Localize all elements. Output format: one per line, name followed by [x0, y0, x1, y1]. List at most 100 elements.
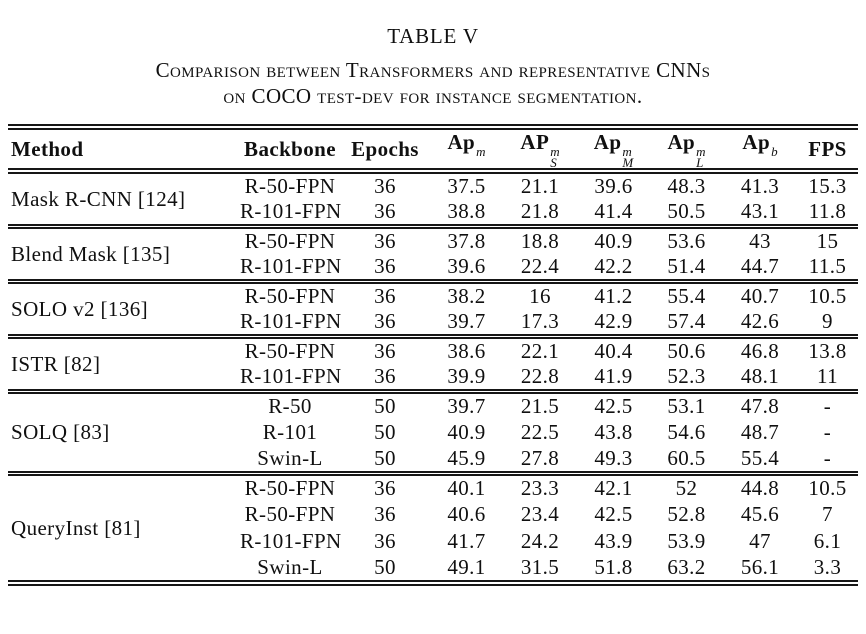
- header-row: Method Backbone Epochs Ap m AP m S Ap m M Ap m L Ap b FP…: [8, 127, 858, 174]
- ap-b-cell: 43.1: [740, 199, 780, 223]
- method-cell: SOLO v2 [136]: [8, 279, 240, 337]
- method-cell: QueryInst [81]: [8, 471, 240, 583]
- ap-m-l-cell: 52.8: [667, 502, 706, 526]
- backbone-cell: R-50-FPN: [240, 224, 340, 254]
- method-cell: ISTR [82]: [8, 334, 240, 392]
- table-row: Swin-L 50 45.9 27.8 49.3 60.5 55.4 -: [8, 446, 858, 474]
- epochs-cell: 36: [340, 224, 430, 254]
- ap-m-m-cell: 39.6: [594, 174, 633, 198]
- ap-m-s-cell: 21.1: [520, 174, 560, 198]
- header-sub: M: [622, 155, 634, 170]
- ap-m-s-cell: 22.4: [520, 254, 560, 278]
- col-header-ap-m: Ap m: [430, 127, 503, 174]
- ap-m-m-cell: 41.4: [594, 199, 633, 223]
- fps-cell: 3.3: [813, 555, 842, 579]
- header-base: Ap: [447, 130, 476, 154]
- header-base: Ap: [593, 130, 622, 154]
- backbone-cell: R-101-FPN: [240, 254, 342, 278]
- ap-m-l-cell: 48.3: [667, 174, 706, 198]
- backbone-cell: Swin-L: [257, 555, 323, 579]
- ap-b-cell: 47.8: [723, 389, 797, 419]
- epochs-cell: 36: [374, 254, 396, 278]
- epochs-cell: 50: [340, 389, 430, 419]
- ap-m-l-cell: 54.6: [667, 420, 706, 444]
- ap-m-m-cell: 42.5: [577, 389, 650, 419]
- col-header-ap-m-l: Ap m L: [650, 127, 723, 174]
- header-sup: m: [550, 144, 560, 159]
- epochs-cell: 36: [340, 279, 430, 309]
- ap-b-cell: 44.7: [740, 254, 780, 278]
- col-header-ap-b: Ap b: [723, 127, 797, 174]
- table-row: ISTR [82] R-50-FPN 36 38.6 22.1 40.4 50.6 46.8 1…: [8, 334, 858, 392]
- table-row: QueryInst [81] R-50-FPN 36 40.1 23.3 42.1 52 44…: [8, 471, 858, 583]
- epochs-cell: 36: [374, 364, 396, 388]
- table-caption-line1: Comparison between Transformers and repr…: [155, 58, 711, 82]
- col-header-ap-m-m: Ap m M: [577, 127, 650, 174]
- col-header-ap-m-s: AP m S: [503, 127, 577, 174]
- backbone-cell: R-50-FPN: [240, 279, 340, 309]
- backbone-cell: R-50-FPN: [244, 174, 336, 198]
- ap-b-cell: 40.7: [723, 279, 797, 309]
- ap-m-cell: 37.5: [447, 174, 486, 198]
- col-header-backbone: Backbone: [240, 127, 340, 174]
- fps-cell: 15: [797, 224, 858, 254]
- ap-m-cell: 39.7: [447, 309, 486, 333]
- epochs-cell: 36: [340, 334, 430, 364]
- ap-m-cell: 39.6: [447, 254, 486, 278]
- ap-m-m-cell: 43.8: [594, 420, 633, 444]
- method-cell: SOLQ [83]: [8, 389, 240, 474]
- ap-b-cell: 41.3: [740, 174, 780, 198]
- header-supsub: m: [476, 144, 486, 168]
- table-row: R-50-FPN 36 40.6 23.4 42.5 52.8 45.6 7: [8, 501, 858, 528]
- ap-b-cell: 48.1: [740, 364, 780, 388]
- backbone-cell: R-101: [262, 420, 318, 444]
- fps-cell: -: [797, 389, 858, 419]
- header-supsub: b: [771, 144, 778, 168]
- ap-b-cell: 44.8: [723, 471, 797, 501]
- ap-b-cell: 56.1: [740, 555, 780, 579]
- fps-cell: 11.8: [808, 199, 847, 223]
- ap-m-m-cell: 43.9: [594, 529, 633, 553]
- epochs-cell: 50: [374, 446, 396, 470]
- ap-b-cell: 46.8: [723, 334, 797, 364]
- ap-m-cell: 40.9: [447, 420, 486, 444]
- fps-cell: -: [823, 446, 832, 470]
- col-header-fps: FPS: [797, 127, 858, 174]
- ap-m-s-cell: 16: [503, 279, 577, 309]
- ap-m-m-cell: 42.5: [594, 502, 633, 526]
- method-cell: Blend Mask [135]: [8, 224, 240, 282]
- header-sup: m: [622, 144, 632, 159]
- comparison-table: Method Backbone Epochs Ap m AP m S Ap m M Ap m L Ap b FP…: [8, 124, 858, 586]
- table-title-block: TABLE V Comparison between Transformers …: [0, 0, 866, 109]
- epochs-cell: 36: [374, 529, 396, 553]
- ap-m-l-cell: 57.4: [667, 309, 706, 333]
- ap-m-l-cell: 53.6: [650, 224, 723, 254]
- ap-b-cell: 42.6: [740, 309, 780, 333]
- ap-m-cell: 41.7: [447, 529, 486, 553]
- ap-m-cell: 39.7: [430, 389, 503, 419]
- epochs-cell: 36: [374, 174, 396, 198]
- ap-m-l-cell: 53.9: [667, 529, 706, 553]
- header-sup: m: [476, 144, 486, 159]
- fps-cell: 13.8: [797, 334, 858, 364]
- ap-m-s-cell: 27.8: [520, 446, 560, 470]
- ap-m-cell: 49.1: [447, 555, 486, 579]
- header-sup: b: [771, 144, 778, 159]
- ap-m-m-cell: 40.4: [577, 334, 650, 364]
- table-row: Blend Mask [135] R-50-FPN 36 37.8 18.8 40.9 53…: [8, 224, 858, 282]
- ap-m-s-cell: 23.3: [503, 471, 577, 501]
- ap-m-cell: 40.6: [447, 502, 486, 526]
- table-caption: Comparison between Transformers and repr…: [0, 57, 866, 109]
- table-number: TABLE V: [387, 24, 479, 48]
- ap-m-m-cell: 42.2: [594, 254, 633, 278]
- fps-cell: 6.1: [813, 529, 842, 553]
- header-sub: L: [696, 155, 704, 170]
- ap-m-m-cell: 41.2: [577, 279, 650, 309]
- table-row: R-101-FPN 36 38.8 21.8 41.4 50.5 43.1 11.8: [8, 199, 858, 227]
- col-header-epochs: Epochs: [340, 127, 430, 174]
- epochs-cell: 36: [374, 502, 396, 526]
- ap-m-m-cell: 42.9: [594, 309, 633, 333]
- fps-cell: 7: [822, 502, 833, 526]
